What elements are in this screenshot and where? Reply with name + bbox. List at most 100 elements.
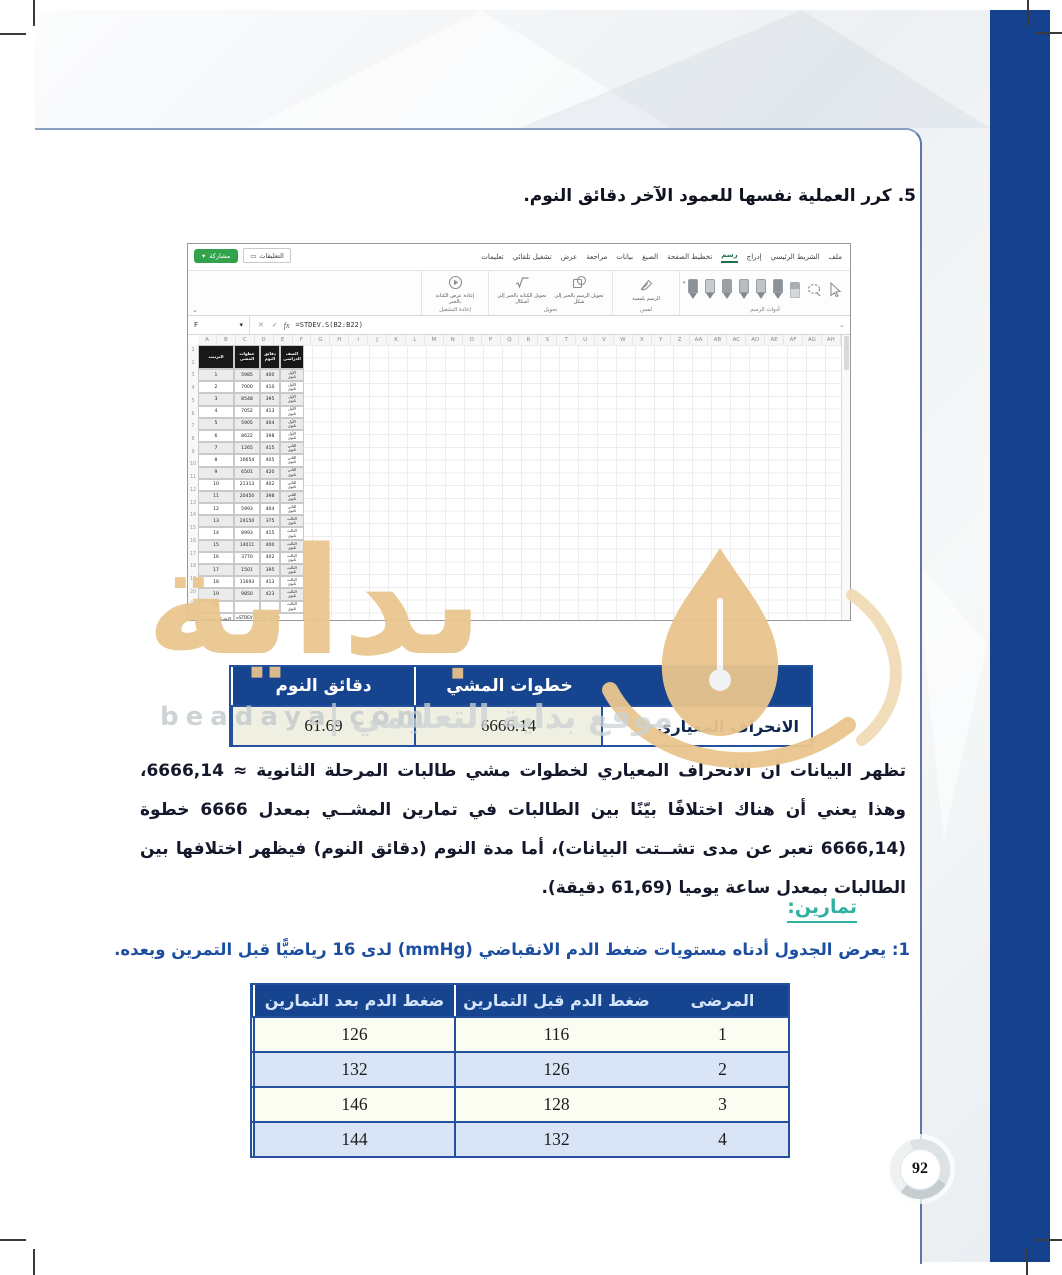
column-header[interactable]: W xyxy=(614,335,633,345)
column-header[interactable]: F xyxy=(293,335,312,345)
column-header[interactable]: N xyxy=(444,335,463,345)
pen-icon-5[interactable] xyxy=(705,279,715,300)
row-header[interactable]: 8 xyxy=(191,437,195,443)
column-header[interactable]: A xyxy=(198,335,217,345)
sheet-cell[interactable]: 8548 xyxy=(234,393,260,406)
ink-to-shape-button[interactable]: تحويل الرسم بالحبر إلى شكل xyxy=(554,275,604,305)
column-header[interactable]: I xyxy=(349,335,369,345)
sheet-cell[interactable]: الأول ثانوي xyxy=(280,381,304,394)
sheet-cell[interactable]: 423 xyxy=(260,588,280,601)
row-header[interactable]: 10 xyxy=(189,462,197,468)
menu-tab[interactable]: رسم xyxy=(721,251,738,263)
stdev-formula-cell[interactable]: =STDEV.S(B2:B22) xyxy=(234,612,304,620)
row-header[interactable]: 3 xyxy=(191,373,195,379)
sheet-cell[interactable]: 3770 xyxy=(234,551,260,564)
select-cursor-icon[interactable] xyxy=(829,282,842,297)
sheet-cell[interactable]: الثالث ثانوي xyxy=(280,576,304,589)
sheet-cell[interactable]: 413 xyxy=(260,576,280,589)
sheet-cell[interactable]: 1 xyxy=(198,369,234,382)
sheet-cell[interactable]: 415 xyxy=(260,527,280,540)
column-header[interactable]: AE xyxy=(765,335,785,345)
column-header[interactable]: S xyxy=(538,335,558,345)
column-header[interactable]: P xyxy=(482,335,501,345)
column-header[interactable]: V xyxy=(595,335,614,345)
sheet-cell[interactable]: 14 xyxy=(198,527,234,540)
row-header[interactable]: 16 xyxy=(189,538,197,544)
enter-icon[interactable]: ✓ xyxy=(271,321,278,329)
ink-to-math-button[interactable]: تحويل الكتابة بالحبر إلى أشكال xyxy=(497,275,547,305)
row-header[interactable]: 17 xyxy=(189,551,197,557)
sheet-cell[interactable]: الثاني ثانوي xyxy=(280,466,304,479)
sheet-cell[interactable]: 410 xyxy=(260,381,280,394)
sheet-cell[interactable]: 7 xyxy=(198,442,234,455)
column-header[interactable]: AD xyxy=(746,335,766,345)
menu-tab[interactable]: بيانات xyxy=(616,253,634,261)
row-header[interactable]: 13 xyxy=(189,500,197,506)
column-header[interactable]: X xyxy=(633,335,652,345)
column-header[interactable]: M xyxy=(425,335,444,345)
menu-tab[interactable]: الشريط الرئيسي xyxy=(770,253,820,261)
pen-icon-1[interactable] xyxy=(773,279,783,300)
sheet-cell[interactable]: الثاني ثانوي xyxy=(280,490,304,504)
sheet-cell[interactable]: 11693 xyxy=(234,576,260,589)
sheet-cell[interactable]: 12 xyxy=(198,503,234,516)
column-header[interactable]: AC xyxy=(727,335,747,345)
sheet-cell[interactable]: 415 xyxy=(260,442,280,455)
column-header[interactable]: J xyxy=(368,335,388,345)
row-header[interactable]: 2 xyxy=(191,360,195,366)
menu-tab[interactable]: مراجعة xyxy=(586,253,608,261)
sheet-cell[interactable] xyxy=(234,600,260,613)
sheet-cell[interactable]: 7052 xyxy=(234,405,260,418)
column-header[interactable]: Y xyxy=(652,335,671,345)
sheet-cell[interactable]: 4 xyxy=(198,405,234,418)
row-header[interactable]: 20 xyxy=(189,589,197,595)
row-header[interactable]: 15 xyxy=(189,526,197,532)
table-header-cell[interactable]: خطوات المشي xyxy=(234,345,260,369)
row-header[interactable]: 6 xyxy=(191,411,195,417)
sheet-cell[interactable]: الثالث ثانوي xyxy=(280,564,304,577)
sheet-cell[interactable]: 8 xyxy=(198,454,234,467)
column-header[interactable]: H xyxy=(330,335,350,345)
sheet-cell[interactable]: 14011 xyxy=(234,539,260,552)
sheet-cell[interactable]: 20450 xyxy=(234,490,260,504)
formula-input[interactable]: =STDEV.S(B2:B22) xyxy=(295,321,363,329)
sheet-cell[interactable]: 405 xyxy=(260,454,280,467)
sheet-cell[interactable]: 6 xyxy=(198,429,234,443)
column-header[interactable]: R xyxy=(519,335,539,345)
lasso-select-icon[interactable] xyxy=(807,283,822,297)
table-header-cell[interactable]: الترتيب xyxy=(198,345,234,369)
sheet-cell[interactable]: 420 xyxy=(260,466,280,479)
sheet-cell[interactable]: 13 xyxy=(198,515,234,528)
scrollbar-thumb[interactable] xyxy=(843,336,849,370)
column-header[interactable]: AG xyxy=(803,335,822,345)
fx-icon[interactable]: fx xyxy=(283,320,290,330)
sheet-scrollbar[interactable] xyxy=(841,335,850,620)
sheet-cell[interactable]: 375 xyxy=(260,515,280,528)
menu-tab[interactable]: الصيغ xyxy=(642,253,659,261)
sheet-cell[interactable]: 395 xyxy=(260,564,280,577)
column-header[interactable]: AB xyxy=(708,335,728,345)
sheet-cell[interactable]: 16 xyxy=(198,551,234,564)
sheet-cell[interactable]: 19 xyxy=(198,588,234,601)
sheet-cell[interactable]: 9850 xyxy=(234,588,260,601)
sheet-cell[interactable]: 11 xyxy=(198,490,234,504)
column-header[interactable]: O xyxy=(463,335,482,345)
sheet-cell[interactable]: 6501 xyxy=(234,466,260,479)
cancel-icon[interactable]: ✕ xyxy=(258,321,264,329)
sheet-cell[interactable]: الثالث ثانوي xyxy=(280,515,304,528)
menu-tab[interactable]: تعليمات xyxy=(481,253,504,261)
row-header[interactable]: 22 xyxy=(189,615,197,621)
sheet-cell[interactable]: الثالث ثانوي xyxy=(280,539,304,552)
sheet-cell[interactable]: 2 xyxy=(198,381,234,394)
sheet-cell[interactable]: الثاني ثانوي xyxy=(280,454,304,467)
column-header[interactable]: L xyxy=(406,335,425,345)
sheet-cell[interactable]: 24150 xyxy=(234,515,260,528)
sheet-cell[interactable]: 15 xyxy=(198,539,234,552)
column-header[interactable]: K xyxy=(387,335,406,345)
sheet-cell[interactable]: 400 xyxy=(260,539,280,552)
sheet-cell[interactable]: 395 xyxy=(260,393,280,406)
sheet-cell[interactable]: 20 xyxy=(198,600,234,613)
sheet-cell[interactable]: 21313 xyxy=(234,478,260,491)
row-header[interactable]: 9 xyxy=(191,449,195,455)
stdev-label-cell[interactable]: الانحراف المعياري xyxy=(198,612,234,620)
